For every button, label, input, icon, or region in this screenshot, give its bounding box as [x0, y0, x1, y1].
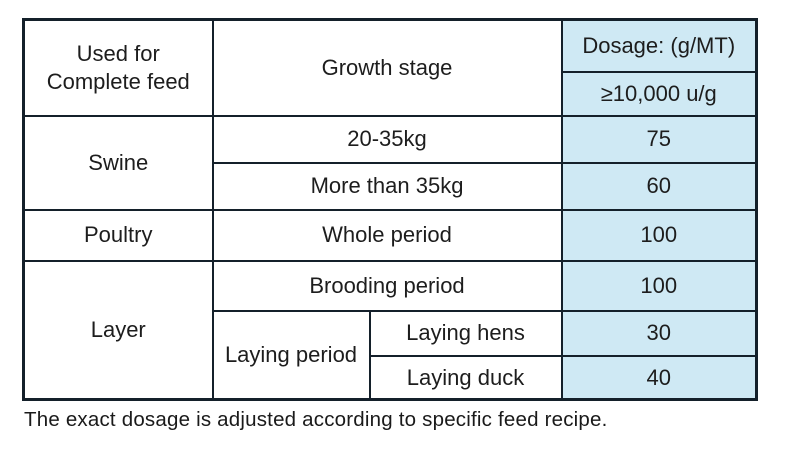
cell-animal-poultry: Poultry	[22, 208, 214, 262]
table-row: Poultry Whole period 100	[22, 208, 758, 262]
table-row: More than 35kg 60	[24, 161, 758, 211]
header-growth-stage: Growth stage	[211, 18, 563, 117]
cell-laying-hens: Laying hens	[368, 309, 563, 357]
cell-laying-duck: Laying duck	[368, 354, 563, 401]
table-row: Layer Brooding period 100	[22, 259, 758, 401]
header-dosage-title: Dosage: (g/MT)	[560, 18, 758, 73]
table-row: Swine 20-35kg 75	[22, 114, 758, 211]
cell-swine-stage-1: 20-35kg	[211, 114, 563, 164]
cell-laying-hens-dose: 30	[560, 309, 758, 357]
cell-swine-dose-1: 75	[560, 114, 758, 164]
dosage-table: Used for Complete feed Growth stage Dosa…	[22, 18, 758, 401]
cell-layer-brooding-stage: Brooding period	[211, 259, 563, 312]
cell-animal-swine: Swine	[22, 114, 214, 211]
table-row: Laying period Laying hens 30	[24, 309, 758, 401]
footnote-text: The exact dosage is adjusted according t…	[24, 408, 608, 431]
cell-swine-dose-2: 60	[560, 161, 758, 211]
cell-layer-brooding-dose: 100	[560, 259, 758, 312]
table-row: Used for Complete feed Growth stage Dosa…	[22, 18, 758, 117]
table-row: ≥10,000 u/g	[24, 70, 758, 117]
cell-poultry-stage: Whole period	[211, 208, 563, 262]
cell-swine-stage-2: More than 35kg	[211, 161, 563, 211]
header-used-for-complete-feed: Used for Complete feed	[22, 18, 214, 117]
header-dosage-spec: ≥10,000 u/g	[560, 70, 758, 117]
cell-laying-duck-dose: 40	[560, 354, 758, 401]
cell-poultry-dose: 100	[560, 208, 758, 262]
table-row: Laying duck 40	[24, 354, 758, 401]
cell-layer-laying-period: Laying period	[211, 309, 371, 401]
cell-animal-layer: Layer	[22, 259, 214, 401]
